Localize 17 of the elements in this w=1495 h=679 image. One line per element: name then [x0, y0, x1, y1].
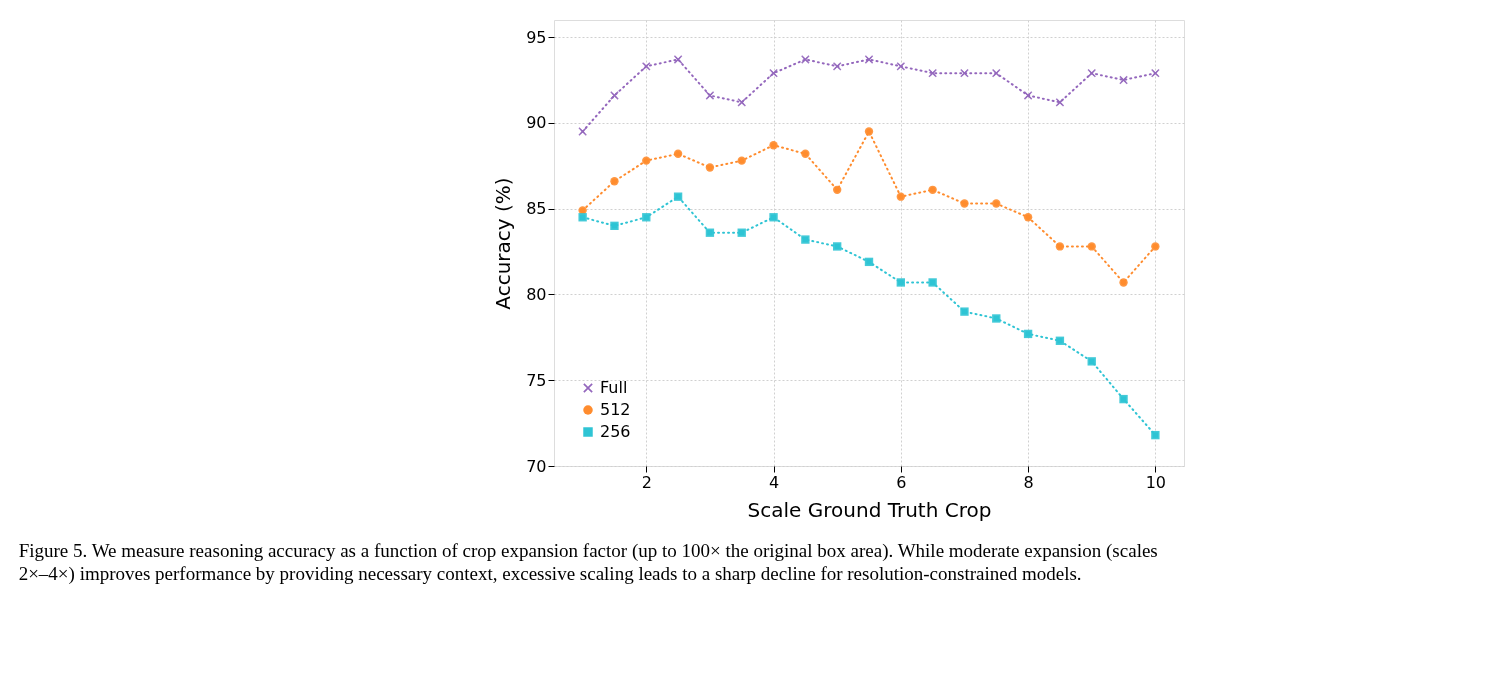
- y-tick-label: 85: [526, 199, 547, 219]
- y-tick-label: 95: [526, 27, 547, 47]
- x-tick-label: 8: [1023, 472, 1034, 492]
- legend-label: 512: [600, 400, 631, 419]
- x-tick-label: 2: [641, 472, 652, 492]
- y-tick-label: 75: [526, 370, 547, 390]
- y-axis-title: Accuracy (%): [491, 177, 516, 310]
- x-axis-title: Scale Ground Truth Crop: [747, 497, 992, 522]
- legend-label: 256: [600, 422, 631, 441]
- x-tick-label: 10: [1145, 472, 1167, 492]
- y-tick-label: 80: [526, 284, 547, 304]
- caption: Figure 5. We measure reasoning accuracy as a function of crop expansion factor (up to 100× the original box area). While moderate expansion (scales 2×–4×) improves performance by providing necessary context, excessive scaling leads to a sharp decline for resolution-constrained models.: [18, 540, 1158, 585]
- x-tick-label: 4: [768, 472, 780, 492]
- y-tick-label: 90: [526, 113, 547, 133]
- y-tick-label: 70: [526, 456, 547, 476]
- legend-label: Full: [600, 378, 628, 397]
- x-tick-label: 6: [896, 472, 907, 492]
